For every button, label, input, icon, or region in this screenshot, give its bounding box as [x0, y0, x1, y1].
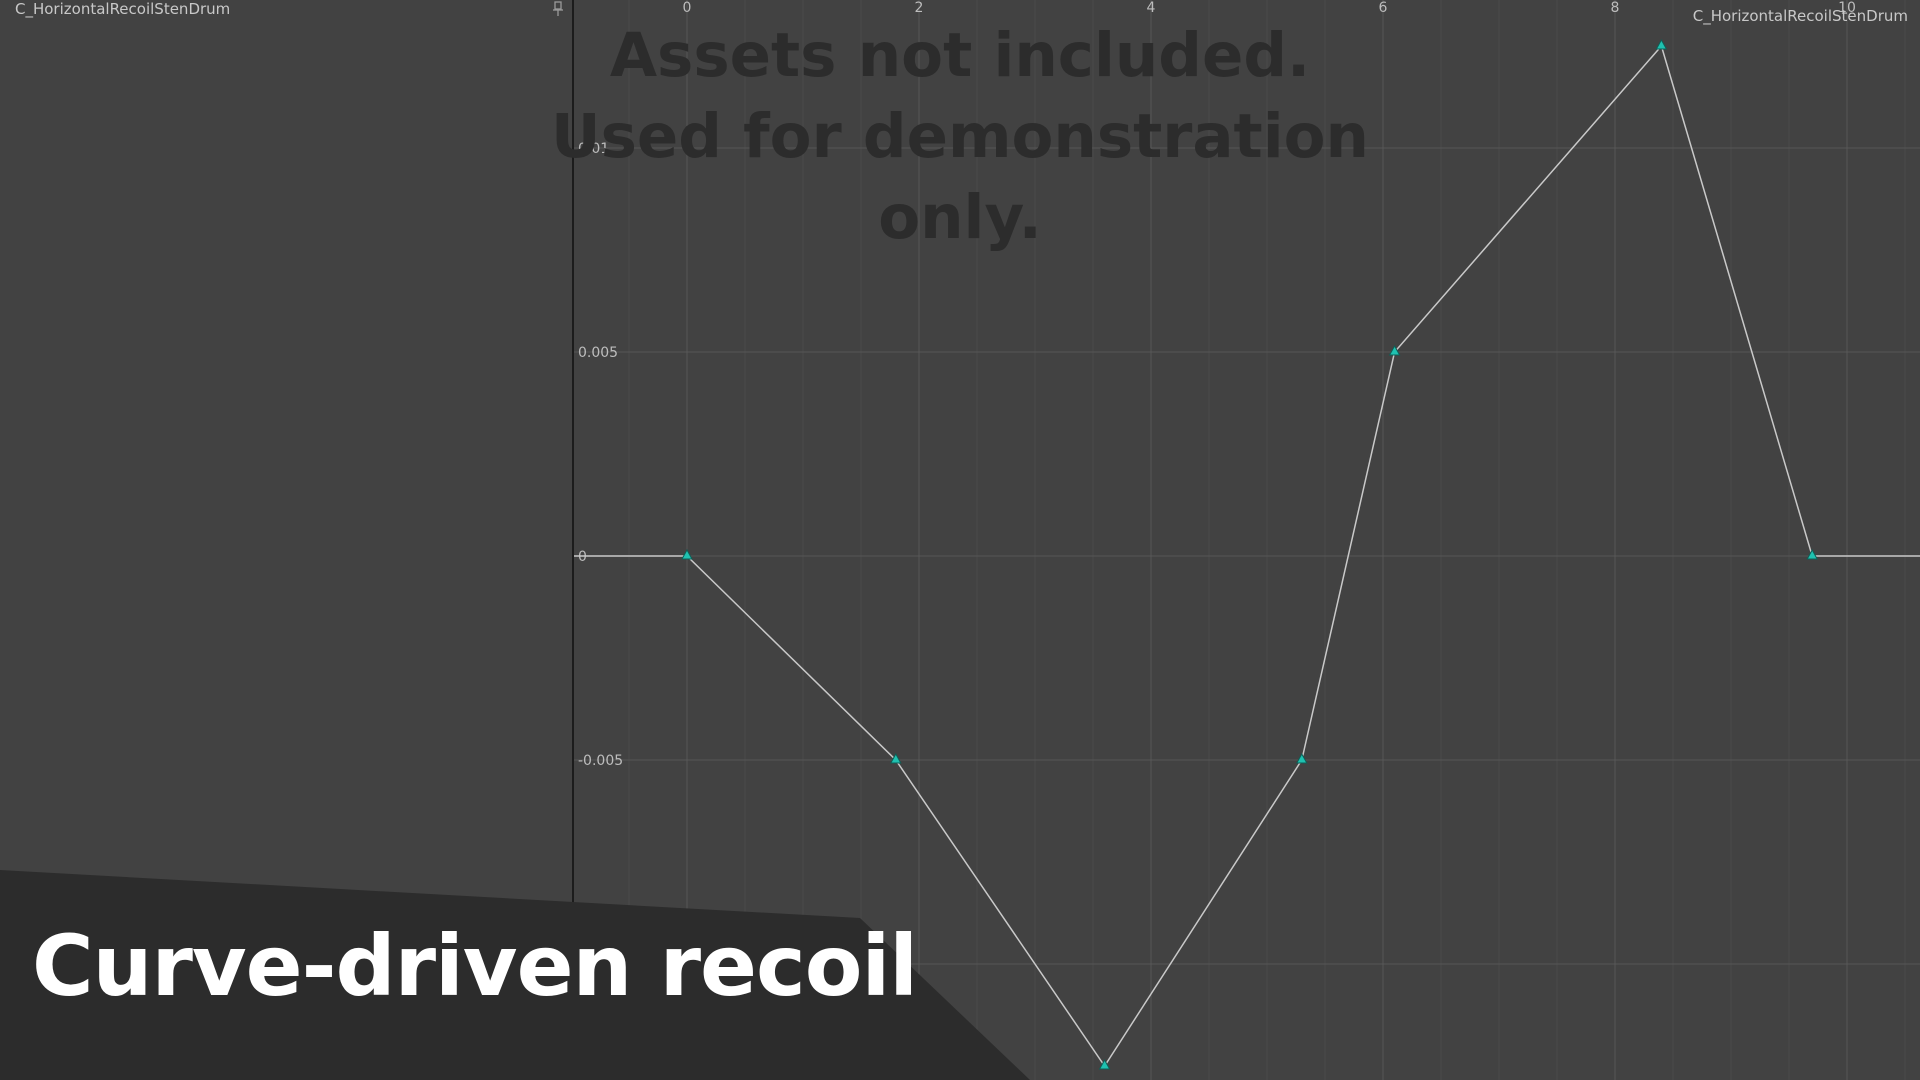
x-tick-label: 8	[1611, 0, 1620, 16]
x-tick-label: 0	[683, 0, 692, 16]
x-tick-label: 4	[1147, 0, 1156, 16]
x-tick-label: 6	[1379, 0, 1388, 16]
y-tick-label: 0	[578, 549, 587, 565]
panel-divider[interactable]	[572, 0, 574, 905]
y-tick-label: -0.005	[578, 753, 623, 769]
y-tick-labels: 0.01 0.005 0 -0.005	[578, 141, 623, 769]
curve-key-point[interactable]	[1655, 38, 1668, 50]
key-layer	[681, 38, 1819, 1070]
y-tick-label: 0.005	[578, 345, 618, 361]
curve-key-point[interactable]	[889, 752, 902, 764]
curve-list-item[interactable]: C_HorizontalRecoilStenDrum	[15, 0, 231, 18]
x-tick-label: 2	[915, 0, 924, 16]
x-tick-labels: 0 2 4 6 8 10	[683, 0, 1856, 16]
curve-key-point[interactable]	[681, 548, 693, 560]
curve-key-point[interactable]	[1388, 344, 1401, 356]
x-tick-label: 10	[1838, 0, 1856, 16]
caption-title: Curve-driven recoil	[32, 917, 918, 1015]
graph-curve-title: C_HorizontalRecoilStenDrum	[1692, 7, 1908, 25]
pin-icon[interactable]	[551, 1, 565, 17]
y-tick-label: 0.01	[578, 141, 609, 157]
curve-key-point[interactable]	[1806, 548, 1819, 560]
curve-key-point[interactable]	[1098, 1058, 1111, 1070]
curve-key-point[interactable]	[1295, 752, 1308, 764]
